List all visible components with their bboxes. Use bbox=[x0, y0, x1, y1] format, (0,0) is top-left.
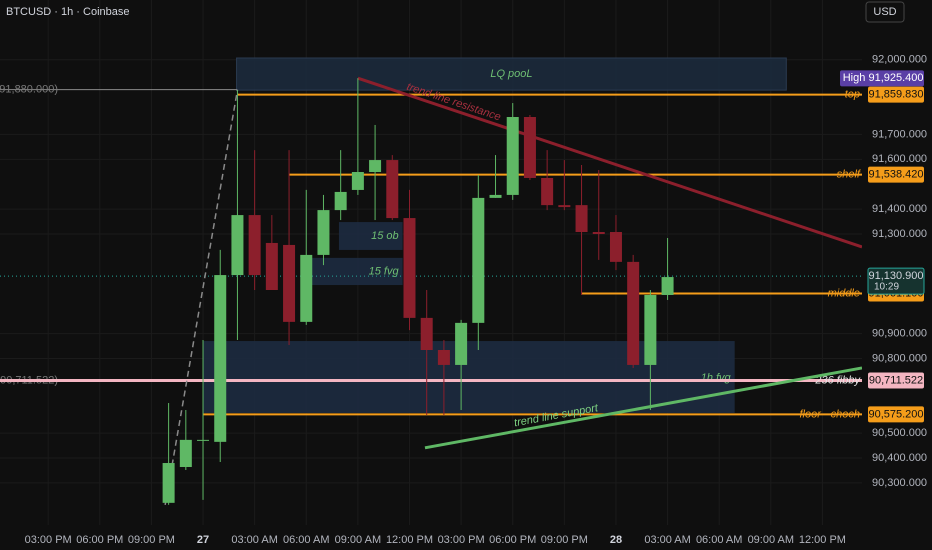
candle-body bbox=[609, 232, 622, 262]
level-price: 91,859.830 bbox=[868, 89, 923, 101]
candle-body bbox=[437, 350, 450, 365]
level-price: 91,538.420 bbox=[868, 169, 923, 181]
level-name: floor - choch bbox=[799, 408, 860, 420]
zone-label: 15 ob bbox=[371, 230, 399, 242]
trend-line bbox=[424, 366, 863, 450]
x-tick-label: 06:00 PM bbox=[489, 534, 536, 546]
level-price: 90,711.522 bbox=[869, 374, 923, 386]
zone bbox=[311, 257, 403, 286]
high-name: High bbox=[843, 72, 866, 84]
symbol-title: BTCUSD · 1h · Coinbase bbox=[6, 6, 130, 18]
candle-body bbox=[369, 160, 382, 173]
y-tick-label: 90,300.000 bbox=[872, 477, 927, 489]
candle-body bbox=[523, 116, 536, 178]
candle-body bbox=[661, 277, 674, 295]
candle-body bbox=[179, 439, 192, 467]
y-tick-label: 91,300.000 bbox=[872, 228, 927, 240]
x-tick-label: 27 bbox=[197, 534, 209, 546]
x-tick-label: 12:00 PM bbox=[386, 534, 433, 546]
candle-body bbox=[403, 218, 416, 318]
level-name: top bbox=[845, 89, 860, 101]
zone-label: LQ pooL bbox=[490, 68, 532, 80]
candle-body bbox=[197, 439, 210, 441]
level-badge bbox=[868, 372, 924, 389]
candle-body bbox=[420, 317, 433, 350]
candle-body bbox=[162, 463, 175, 503]
level-badge bbox=[868, 86, 924, 103]
trend-line bbox=[357, 76, 863, 249]
candle-body bbox=[283, 244, 296, 322]
candle-body bbox=[575, 205, 588, 233]
level-name: middle bbox=[828, 287, 860, 299]
x-tick-label: 09:00 PM bbox=[128, 534, 175, 546]
x-tick-label: 03:00 PM bbox=[438, 534, 485, 546]
high-price: 91,925.400 bbox=[868, 72, 923, 84]
level-price: 90,575.200 bbox=[868, 408, 923, 420]
candle-body bbox=[592, 232, 605, 234]
candle-body bbox=[489, 194, 502, 198]
currency-button[interactable] bbox=[865, 1, 905, 23]
candle-body bbox=[386, 160, 399, 219]
last-price-badge bbox=[867, 267, 925, 295]
candle-body bbox=[317, 210, 330, 255]
candle-body bbox=[506, 116, 519, 195]
x-tick-label: 03:00 PM bbox=[25, 534, 72, 546]
candle-body bbox=[455, 322, 468, 365]
y-tick-label: 90,400.000 bbox=[872, 452, 927, 464]
candle-body bbox=[214, 275, 227, 442]
x-tick-label: 03:00 AM bbox=[644, 534, 690, 546]
y-tick-label: 90,800.000 bbox=[872, 352, 927, 364]
candle-body bbox=[541, 177, 554, 206]
candle-body bbox=[334, 191, 347, 211]
level-badge bbox=[868, 166, 924, 183]
zone bbox=[338, 222, 403, 250]
candle-body bbox=[248, 215, 261, 276]
zone-label: 15 fvg bbox=[369, 265, 400, 277]
candle-body bbox=[300, 254, 313, 322]
currency: USD bbox=[873, 6, 896, 18]
level-badge bbox=[868, 406, 924, 423]
y-tick-label: 91,700.000 bbox=[872, 128, 927, 140]
x-tick-label: 06:00 PM bbox=[76, 534, 123, 546]
y-tick-label: 90,900.000 bbox=[872, 327, 927, 339]
y-tick-label: 91,600.000 bbox=[872, 153, 927, 165]
level-name: 236 fibby bbox=[814, 374, 861, 386]
x-tick-label: 03:00 AM bbox=[231, 534, 277, 546]
x-tick-label: 28 bbox=[610, 534, 622, 546]
candle-body bbox=[351, 172, 364, 190]
last-price: 91,130.900 bbox=[868, 270, 923, 282]
candle-body bbox=[558, 205, 571, 208]
drawing-label: 0 (91,880.000) bbox=[0, 84, 58, 96]
candle-body bbox=[472, 197, 485, 323]
x-tick-label: 09:00 AM bbox=[335, 534, 381, 546]
zone-label: 1h fvg bbox=[701, 372, 732, 384]
candle-body bbox=[627, 261, 640, 365]
x-tick-label: 06:00 AM bbox=[696, 534, 742, 546]
candle-body bbox=[265, 242, 278, 291]
x-tick-label: 09:00 PM bbox=[541, 534, 588, 546]
trend-line bbox=[164, 89, 239, 505]
candle-body bbox=[644, 294, 657, 365]
y-tick-label: 90,500.000 bbox=[872, 427, 927, 439]
x-tick-label: 06:00 AM bbox=[283, 534, 329, 546]
axis-layer: 92,000.000 91,700.000 91,600.000 91,400.000… bbox=[25, 54, 927, 546]
y-tick-label: 92,000.000 bbox=[872, 54, 927, 66]
countdown: 10:29 bbox=[874, 282, 899, 293]
high-badge bbox=[840, 70, 924, 87]
y-tick-label: 91,400.000 bbox=[872, 203, 927, 215]
x-tick-label: 09:00 AM bbox=[748, 534, 794, 546]
zone bbox=[236, 57, 787, 91]
x-tick-label: 12:00 PM bbox=[799, 534, 846, 546]
candle-body bbox=[231, 215, 244, 276]
level-name: shelf bbox=[837, 169, 861, 181]
